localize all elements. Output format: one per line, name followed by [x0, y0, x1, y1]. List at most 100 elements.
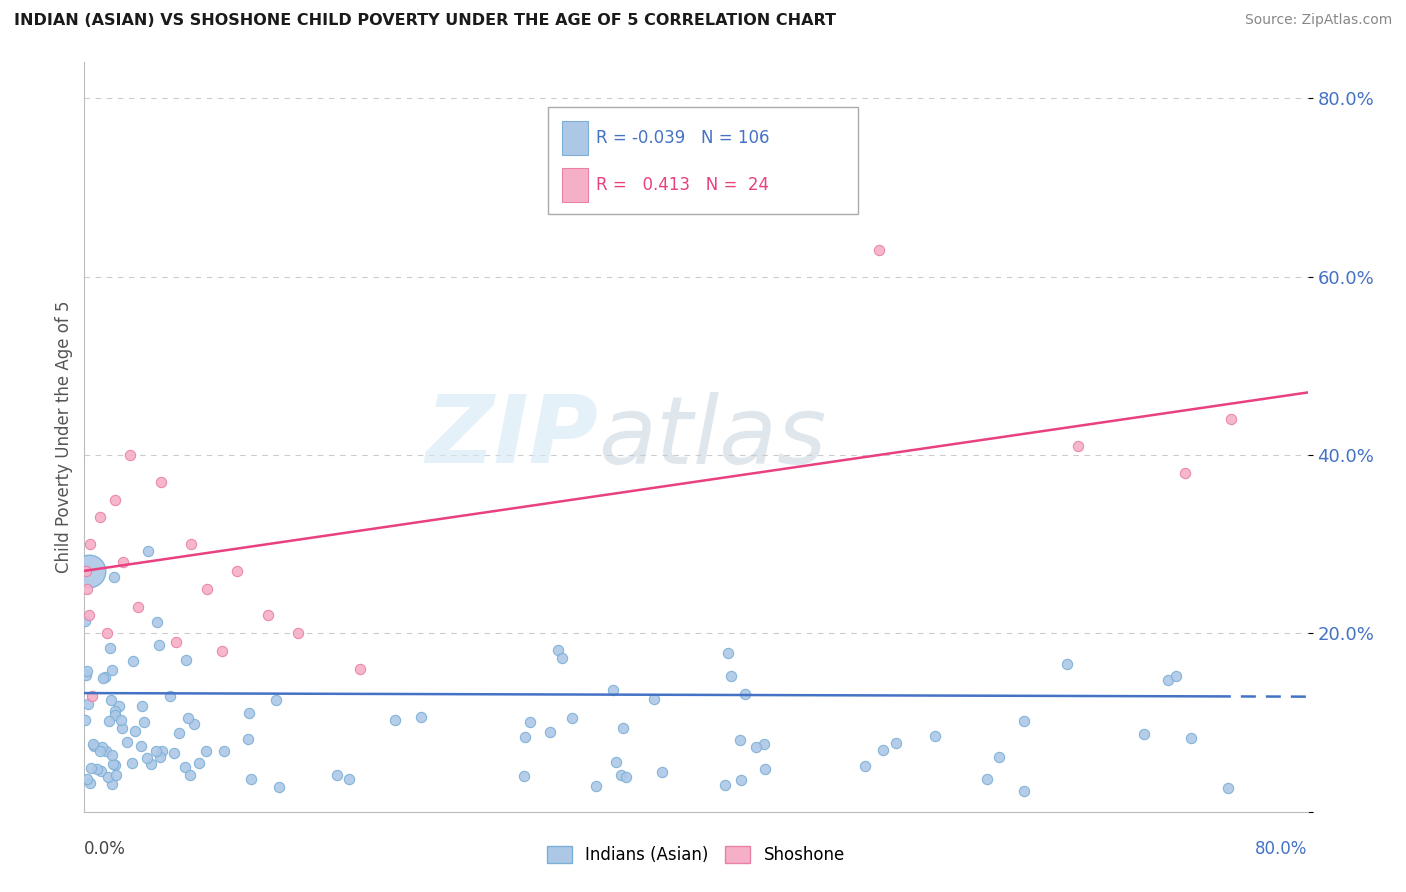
Point: [136, 751, 159, 765]
Point: [127, 599, 149, 614]
Point: [872, 743, 894, 757]
Point: [226, 564, 249, 578]
Point: [165, 635, 187, 649]
Point: [238, 706, 260, 720]
Point: [82, 738, 104, 752]
Point: [195, 744, 218, 758]
Point: [325, 767, 347, 781]
Point: [728, 732, 751, 747]
Point: [1012, 714, 1035, 729]
Point: [167, 726, 190, 740]
Point: [80, 761, 103, 775]
Point: [91, 671, 114, 685]
Point: [101, 747, 124, 762]
Point: [238, 731, 260, 746]
Point: [89, 743, 111, 757]
Point: [1164, 668, 1187, 682]
Point: [754, 737, 776, 751]
Point: [110, 721, 132, 735]
Text: INDIAN (ASIAN) VS SHOSHONE CHILD POVERTY UNDER THE AGE OF 5 CORRELATION CHART: INDIAN (ASIAN) VS SHOSHONE CHILD POVERTY…: [14, 13, 837, 29]
Point: [886, 736, 908, 750]
Point: [551, 651, 574, 665]
Point: [409, 710, 432, 724]
Point: [93, 670, 115, 684]
Point: [183, 716, 205, 731]
Text: 0.0%: 0.0%: [84, 840, 127, 858]
Point: [132, 715, 155, 730]
Point: [745, 739, 768, 754]
Point: [561, 711, 583, 725]
Point: [180, 537, 202, 551]
Point: [651, 765, 673, 780]
Point: [75, 668, 97, 682]
Point: [100, 693, 122, 707]
Text: R =   0.413   N =  24: R = 0.413 N = 24: [596, 176, 769, 194]
Legend: Indians (Asian), Shoshone: Indians (Asian), Shoshone: [540, 839, 852, 871]
Point: [131, 699, 153, 714]
Point: [211, 644, 233, 658]
Point: [643, 692, 665, 706]
Point: [730, 772, 752, 787]
Point: [77, 564, 100, 578]
Point: [602, 682, 624, 697]
Point: [73, 614, 96, 628]
Point: [337, 772, 360, 786]
Point: [86, 762, 108, 776]
Point: [103, 756, 125, 771]
Point: [163, 747, 186, 761]
Point: [384, 713, 406, 727]
Point: [108, 698, 131, 713]
Point: [150, 743, 173, 757]
Point: [1220, 412, 1243, 426]
Point: [924, 730, 946, 744]
Point: [287, 626, 309, 640]
Point: [1180, 731, 1202, 745]
Point: [104, 704, 127, 718]
Point: [121, 756, 143, 770]
Point: [110, 713, 132, 727]
Point: [174, 652, 197, 666]
Point: [97, 770, 120, 784]
Point: [179, 768, 201, 782]
Point: [104, 708, 127, 723]
Point: [89, 510, 111, 524]
Point: [96, 744, 118, 758]
Point: [976, 772, 998, 786]
Point: [120, 448, 142, 462]
Point: [538, 725, 561, 739]
Point: [1014, 783, 1036, 797]
Text: 80.0%: 80.0%: [1256, 840, 1308, 858]
Point: [145, 744, 167, 758]
Point: [96, 626, 118, 640]
Point: [614, 770, 637, 784]
Point: [98, 641, 121, 656]
Point: [76, 582, 98, 596]
Point: [97, 714, 120, 728]
Point: [585, 779, 607, 793]
Point: [714, 778, 737, 792]
Point: [76, 697, 98, 711]
Point: [115, 735, 138, 749]
Point: [105, 768, 128, 782]
Point: [136, 544, 159, 558]
Point: [754, 763, 776, 777]
Point: [1067, 439, 1090, 453]
Point: [239, 772, 262, 786]
Point: [75, 564, 97, 578]
Point: [609, 768, 631, 782]
Point: [605, 756, 627, 770]
Point: [141, 757, 163, 772]
Point: [129, 739, 152, 754]
Point: [75, 713, 97, 727]
Point: [734, 687, 756, 701]
Point: [146, 615, 169, 629]
Point: [76, 664, 98, 678]
Point: [149, 749, 172, 764]
Point: [519, 714, 541, 729]
Point: [159, 689, 181, 703]
Point: [267, 780, 290, 795]
Point: [720, 668, 742, 682]
Text: Source: ZipAtlas.com: Source: ZipAtlas.com: [1244, 13, 1392, 28]
Point: [124, 724, 146, 739]
Point: [76, 772, 98, 786]
